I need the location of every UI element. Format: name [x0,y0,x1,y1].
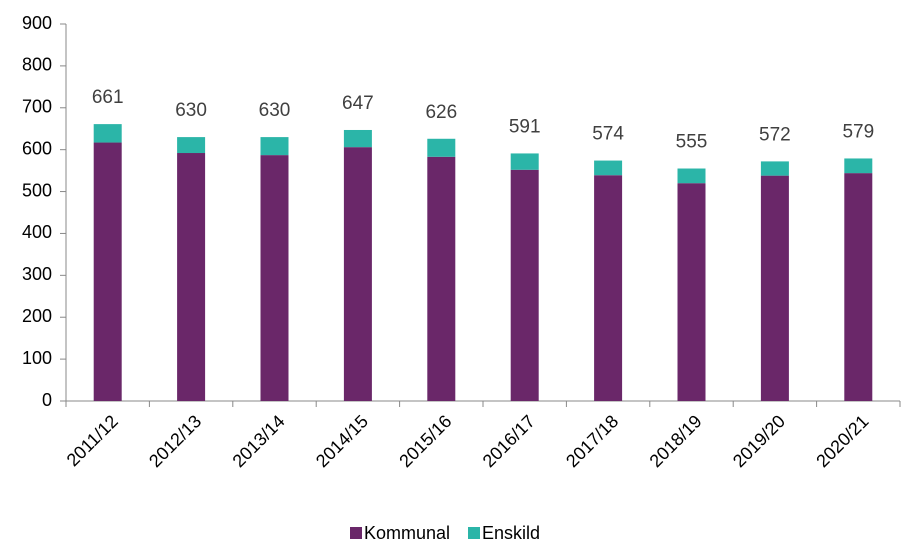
x-tick-label: 2020/21 [812,411,872,471]
y-tick-label: 700 [22,97,52,117]
y-tick-label: 500 [22,180,52,200]
y-tick-label: 200 [22,306,52,326]
legend-swatch [350,527,362,539]
bar-segment [343,129,372,148]
total-label: 555 [676,132,708,153]
bar-segment [177,153,206,401]
bar-segment [93,124,122,143]
y-tick-label: 800 [22,55,52,75]
bar-segment [510,153,539,170]
legend-label: Kommunal [364,523,450,543]
y-tick-label: 300 [22,264,52,284]
bar-segment [260,137,289,156]
x-tick-label: 2018/19 [646,411,706,471]
y-tick-label: 0 [42,390,52,410]
y-tick-label: 900 [22,13,52,33]
x-tick-label: 2019/20 [729,411,789,471]
x-tick-label: 2013/14 [229,411,289,471]
bar-segment [844,158,873,174]
total-label: 572 [759,124,791,145]
x-tick-label: 2012/13 [145,411,205,471]
x-tick-label: 2016/17 [479,411,539,471]
bar-segment [677,183,706,401]
bar-segment [760,161,789,176]
y-tick-label: 600 [22,138,52,158]
legend-label: Enskild [482,523,540,543]
bar-segment [260,155,289,401]
y-tick-label: 100 [22,348,52,368]
total-label: 647 [342,93,374,114]
total-label: 630 [175,100,207,121]
bar-segment [177,137,206,154]
total-label: 579 [842,121,874,142]
total-label: 591 [509,116,541,137]
bar-segment [594,175,623,401]
total-label: 661 [92,87,124,108]
total-label: 626 [425,102,457,123]
bar-segment [343,147,372,401]
bar-segment [427,156,456,401]
total-label: 630 [259,100,291,121]
bar-segment [760,175,789,401]
x-tick-label: 2014/15 [312,411,372,471]
bar-segment [427,138,456,157]
legend-swatch [468,527,480,539]
x-tick-label: 2011/12 [63,411,122,470]
x-tick-label: 2017/18 [562,411,622,471]
y-tick-label: 400 [22,222,52,242]
bar-segment [510,169,539,401]
total-label: 574 [592,124,624,145]
x-tick-label: 2015/16 [395,411,455,471]
bar-segment [93,142,122,401]
bar-segment [594,160,623,176]
bar-segment [844,173,873,401]
bar-segment [677,168,706,184]
